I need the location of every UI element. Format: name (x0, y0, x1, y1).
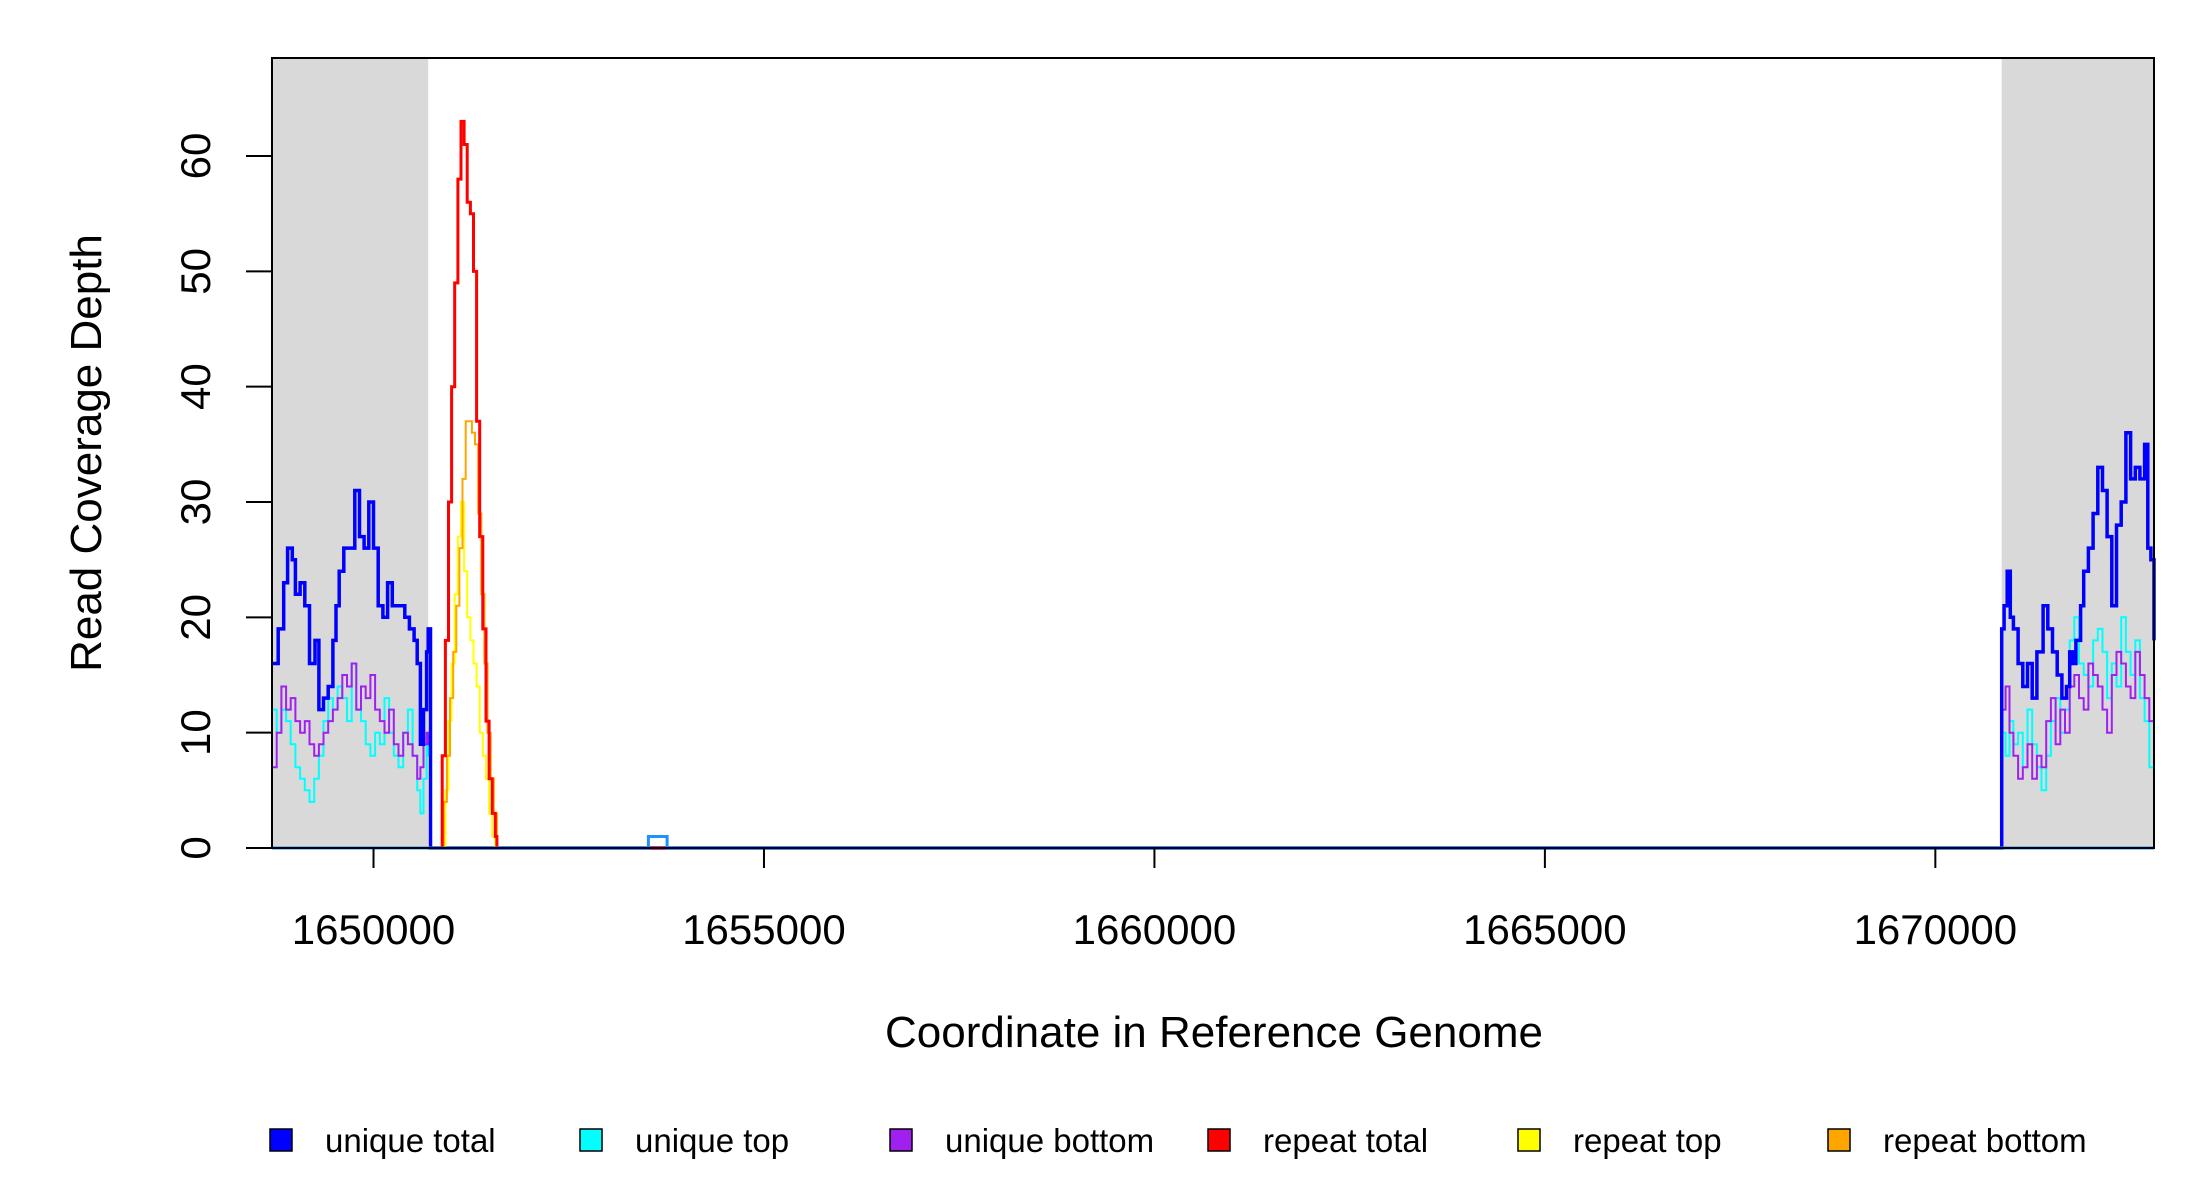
plot-frame (271, 57, 2155, 849)
legend-swatch-repeat-total (1207, 1128, 1231, 1152)
series-line-repeat-top (272, 501, 2154, 849)
shaded-region-1 (272, 58, 429, 848)
legend-label-unique-top: unique top (635, 1122, 789, 1159)
legend: unique total unique top unique bottom repea… (269, 1122, 2087, 1159)
x-tick-label: 1660000 (1073, 906, 1237, 953)
y-tick-label: 0 (172, 836, 219, 859)
legend-label-repeat-total: repeat total (1263, 1122, 1428, 1159)
series-line-repeat-total (272, 119, 2154, 850)
shaded-regions (272, 58, 2154, 848)
y-tick-label: 40 (172, 363, 219, 410)
x-tick-label: 1665000 (1463, 906, 1627, 953)
y-tick-label: 50 (172, 248, 219, 295)
legend-label-repeat-bottom: repeat bottom (1883, 1122, 2087, 1159)
series-line-unique-total (272, 431, 2156, 850)
legend-label-unique-total: unique total (325, 1122, 496, 1159)
y-tick-label: 20 (172, 594, 219, 641)
y-tick-label: 10 (172, 709, 219, 756)
series-line-unique-bottom (272, 650, 2155, 849)
legend-swatch-repeat-top (1517, 1128, 1541, 1152)
y-axis: 0 10 20 30 40 50 60 (172, 133, 272, 860)
x-tick-label: 1655000 (682, 906, 846, 953)
y-tick-label: 60 (172, 133, 219, 180)
x-axis-title: Coordinate in Reference Genome (885, 1008, 1543, 1057)
x-tick-label: 1670000 (1854, 906, 2018, 953)
series-line-repeat-bottom (272, 420, 2154, 849)
legend-swatch-unique-bottom (889, 1128, 913, 1152)
legend-swatch-repeat-bottom (1827, 1128, 1851, 1152)
y-tick-label: 30 (172, 479, 219, 526)
x-tick-label: 1650000 (292, 906, 456, 953)
series-line-unique-top (272, 616, 2155, 849)
legend-swatch-unique-total (269, 1128, 293, 1152)
legend-label-repeat-top: repeat top (1573, 1122, 1722, 1159)
legend-swatch-unique-top (579, 1128, 603, 1152)
x-axis: 1650000 1655000 1660000 1665000 1670000 (292, 848, 2017, 953)
y-axis-title: Read Coverage Depth (62, 234, 111, 672)
legend-label-unique-bottom: unique bottom (945, 1122, 1154, 1159)
coverage-series (272, 119, 2156, 850)
